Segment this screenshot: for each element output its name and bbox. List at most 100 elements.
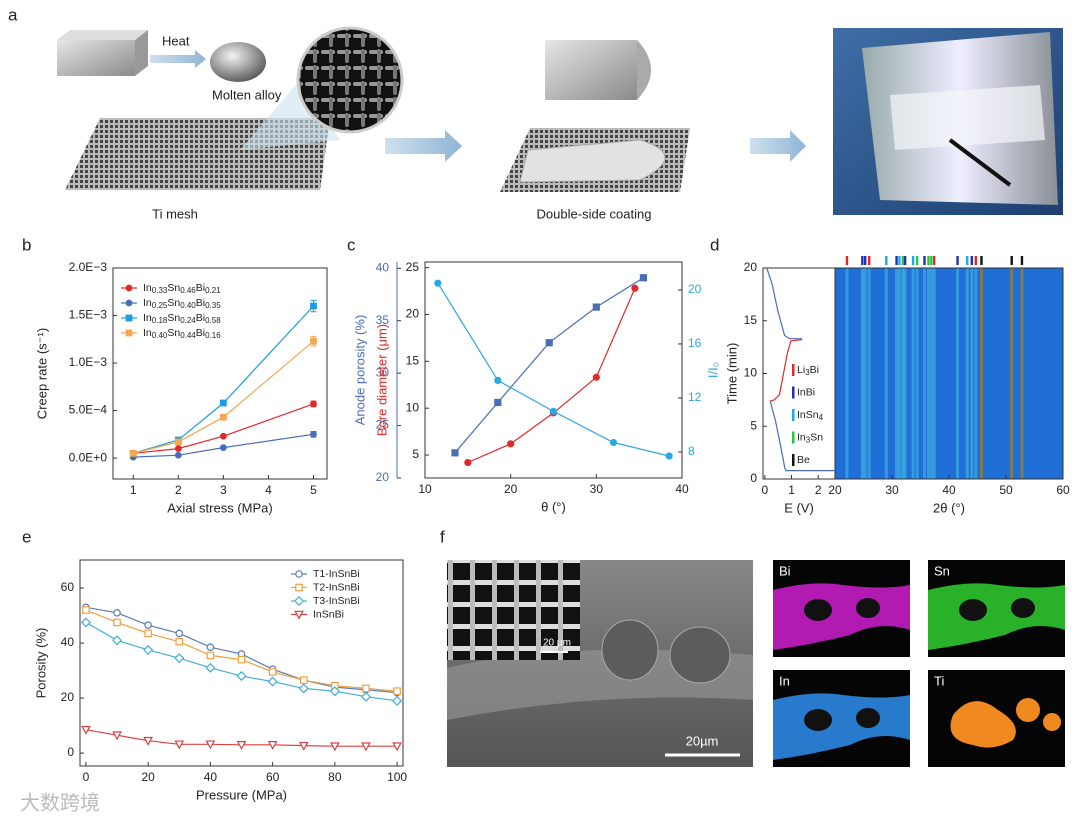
phase-marker bbox=[861, 256, 864, 265]
x-tick-label: 40 bbox=[204, 770, 218, 784]
marker bbox=[464, 458, 472, 467]
series-line bbox=[133, 340, 314, 454]
marker bbox=[143, 644, 154, 655]
marker bbox=[143, 736, 153, 746]
phase-marker bbox=[903, 256, 907, 265]
legend-label: Be bbox=[797, 454, 810, 466]
x-tick-label: 60 bbox=[1056, 483, 1070, 497]
series-line bbox=[770, 339, 803, 402]
y-tick-label: 30 bbox=[376, 365, 390, 379]
marker bbox=[298, 683, 309, 694]
map-hole bbox=[856, 598, 880, 618]
marker bbox=[129, 449, 137, 457]
marker bbox=[125, 299, 133, 307]
x-tick-label: 5 bbox=[310, 483, 317, 497]
marker bbox=[609, 438, 618, 447]
x-tick-label: 20 bbox=[141, 770, 155, 784]
axis-label: 2θ (°) bbox=[933, 500, 965, 515]
x-tick-label: 50 bbox=[999, 483, 1013, 497]
marker bbox=[310, 302, 317, 310]
phase-marker bbox=[923, 256, 926, 265]
watermark: 大数跨境 bbox=[20, 791, 100, 814]
marker bbox=[293, 595, 305, 607]
marker bbox=[125, 329, 133, 337]
annotation: Molten alloy bbox=[212, 87, 282, 102]
map-hole bbox=[804, 709, 832, 731]
series-line bbox=[133, 403, 314, 454]
marker bbox=[206, 651, 215, 660]
map-label: Ti bbox=[934, 673, 944, 688]
panel-f-sem bbox=[447, 560, 753, 767]
map-label: Bi bbox=[779, 563, 791, 578]
y-tick-label: 10 bbox=[744, 366, 758, 380]
legend-label: In0.18Sn0.24Bi0.58 bbox=[143, 312, 221, 325]
phase-marker bbox=[845, 256, 849, 265]
panel-label: e bbox=[22, 527, 31, 546]
phase-marker bbox=[915, 256, 919, 265]
phase-marker bbox=[1010, 256, 1013, 265]
marker bbox=[549, 407, 558, 416]
phase-marker bbox=[966, 256, 969, 265]
marker bbox=[329, 686, 340, 697]
marker bbox=[392, 695, 403, 706]
panel-a-illustration bbox=[57, 26, 1063, 215]
y-tick-label: 0.0E+0 bbox=[69, 450, 108, 464]
axis-label: I/I₀ bbox=[705, 362, 720, 378]
panel-label: c bbox=[347, 235, 356, 254]
x-tick-label: 1 bbox=[130, 483, 137, 497]
heatmap-peak bbox=[897, 268, 901, 479]
phase-marker bbox=[868, 256, 871, 265]
marker bbox=[113, 618, 121, 627]
legend-label: T2-InSnBi bbox=[313, 581, 360, 593]
y-tick-label: 40 bbox=[61, 635, 75, 649]
scale-label: 20 µm bbox=[543, 638, 571, 649]
heatmap-peak bbox=[903, 268, 907, 479]
y-tick-label: 8 bbox=[688, 444, 695, 458]
heatmap-peak bbox=[956, 268, 960, 479]
legend-swatch bbox=[792, 454, 795, 466]
legend-label: In0.33Sn0.46Bi0.21 bbox=[143, 282, 221, 295]
series-line bbox=[437, 282, 670, 457]
marker bbox=[267, 741, 278, 750]
marker bbox=[113, 609, 121, 617]
x-tick-label: 100 bbox=[387, 770, 407, 784]
legend-label: In3Sn bbox=[797, 431, 823, 444]
phase-marker bbox=[1020, 256, 1024, 265]
heatmap-peak bbox=[860, 268, 864, 479]
marker bbox=[80, 617, 91, 628]
marker bbox=[494, 376, 502, 384]
legend-swatch bbox=[792, 364, 795, 376]
marker bbox=[298, 741, 309, 751]
y-tick-label: 5 bbox=[412, 447, 419, 461]
legend-swatch bbox=[792, 386, 795, 399]
marker bbox=[174, 740, 185, 750]
panel-label: f bbox=[440, 527, 445, 546]
x-tick-label: 60 bbox=[266, 770, 280, 784]
axis-label: θ (°) bbox=[541, 499, 566, 514]
y-tick-label: 20 bbox=[61, 690, 75, 704]
axis-label: Creep rate (s⁻¹) bbox=[34, 328, 49, 419]
marker bbox=[219, 444, 227, 452]
marker bbox=[205, 662, 216, 673]
y-tick-label: 1.5E−3 bbox=[69, 308, 108, 322]
marker bbox=[310, 400, 317, 408]
phase-marker bbox=[974, 256, 977, 265]
y-tick-label: 15 bbox=[406, 354, 420, 368]
heatmap-peak bbox=[915, 268, 919, 479]
y-tick-label: 5.0E−4 bbox=[69, 403, 108, 417]
series-line bbox=[133, 433, 314, 458]
y-tick-label: 20 bbox=[688, 282, 702, 296]
map-region bbox=[773, 583, 910, 650]
marker bbox=[494, 398, 502, 407]
map-hole bbox=[856, 708, 880, 728]
y-tick-label: 0 bbox=[67, 745, 74, 759]
axis-label: Porosity (%) bbox=[33, 628, 48, 699]
plot-frame bbox=[424, 261, 683, 479]
heatmap-peak bbox=[932, 268, 936, 479]
series-line bbox=[133, 305, 314, 454]
map-region bbox=[1043, 713, 1061, 731]
x-tick-label: 2 bbox=[815, 483, 822, 497]
marker bbox=[434, 279, 442, 287]
legend-label: InSnBi bbox=[313, 608, 344, 620]
series-line bbox=[766, 267, 835, 472]
